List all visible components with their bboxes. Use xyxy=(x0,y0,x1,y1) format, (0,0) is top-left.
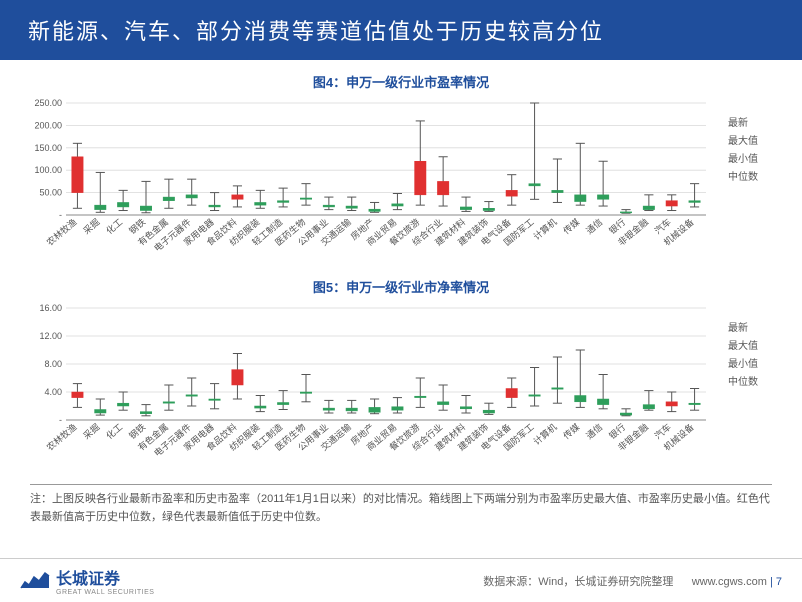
svg-text:200.00: 200.00 xyxy=(34,120,62,130)
svg-text:100.00: 100.00 xyxy=(34,165,62,175)
svg-text:-: - xyxy=(59,210,62,220)
svg-text:农林牧渔: 农林牧渔 xyxy=(44,216,79,248)
svg-text:12.00: 12.00 xyxy=(39,331,62,341)
chart5-boxplot: -4.008.0012.0016.00农林牧渔采掘化工钢铁有色金属电子元器件家用… xyxy=(24,300,728,470)
svg-text:计算机: 计算机 xyxy=(531,216,559,242)
svg-text:农林牧渔: 农林牧渔 xyxy=(44,421,79,453)
chart5-section: 图5：申万一级行业市净率情况 - 4.00 8.00 12.00 16.00 农林牧渔采掘… xyxy=(24,277,778,470)
legend-min: 最小值 xyxy=(728,151,778,169)
legend-max: 最大值 xyxy=(728,338,778,356)
svg-text:50.00: 50.00 xyxy=(39,188,62,198)
chart-legend: 最新 最大值 最小值 中位数 xyxy=(728,300,778,392)
logo-icon xyxy=(20,570,50,592)
legend-median: 中位数 xyxy=(728,374,778,392)
chart4-title: 图4：申万一级行业市盈率情况 xyxy=(24,72,778,91)
svg-text:通信: 通信 xyxy=(584,216,605,236)
website: www.cgws.com xyxy=(692,576,767,588)
svg-text:采掘: 采掘 xyxy=(81,216,102,236)
svg-text:化工: 化工 xyxy=(104,216,125,236)
legend-median: 中位数 xyxy=(728,169,778,187)
svg-text:4.00: 4.00 xyxy=(44,387,62,397)
svg-text:传媒: 传媒 xyxy=(561,421,582,441)
svg-text:计算机: 计算机 xyxy=(531,421,559,447)
svg-text:采掘: 采掘 xyxy=(81,421,102,441)
chart4-section: 图4：申万一级行业市盈率情况 - 50.00 100.00 150.00 200.00 2… xyxy=(24,72,778,265)
legend-max: 最大值 xyxy=(728,133,778,151)
svg-text:250.00: 250.00 xyxy=(34,98,62,108)
legend-latest: 最新 xyxy=(728,115,778,133)
svg-text:-: - xyxy=(59,415,62,425)
page-title: 新能源、汽车、部分消费等赛道估值处于历史较高分位 xyxy=(0,0,802,60)
chart5-title: 图5：申万一级行业市净率情况 xyxy=(24,277,778,296)
svg-text:16.00: 16.00 xyxy=(39,303,62,313)
page-number: 7 xyxy=(776,576,782,588)
svg-text:通信: 通信 xyxy=(584,421,605,441)
logo-text-en: GREAT WALL SECURITIES xyxy=(56,589,154,596)
chart4-boxplot: -50.00100.00150.00200.00250.00农林牧渔采掘化工钢铁… xyxy=(24,95,728,265)
footer-right: 数据来源：Wind，长城证券研究院整理 www.cgws.com | 7 xyxy=(483,573,782,589)
legend-min: 最小值 xyxy=(728,356,778,374)
footnote-divider xyxy=(30,484,772,485)
chart-legend: 最新 最大值 最小值 中位数 xyxy=(728,95,778,187)
svg-text:8.00: 8.00 xyxy=(44,359,62,369)
logo-text-cn: 长城证券 xyxy=(56,565,154,589)
footnote-section: 注：上图反映各行业最新市盈率和历史市盈率（2011年1月1日以来）的对比情况。箱… xyxy=(30,484,772,526)
footnote-text: 注：上图反映各行业最新市盈率和历史市盈率（2011年1月1日以来）的对比情况。箱… xyxy=(30,491,772,526)
page-footer: 长城证券 GREAT WALL SECURITIES 数据来源：Wind，长城证… xyxy=(0,558,802,602)
company-logo: 长城证券 GREAT WALL SECURITIES xyxy=(20,565,154,596)
svg-text:150.00: 150.00 xyxy=(34,143,62,153)
legend-latest: 最新 xyxy=(728,320,778,338)
data-source: 数据来源：Wind，长城证券研究院整理 xyxy=(483,576,673,588)
svg-text:化工: 化工 xyxy=(104,421,125,441)
svg-text:传媒: 传媒 xyxy=(561,216,582,236)
